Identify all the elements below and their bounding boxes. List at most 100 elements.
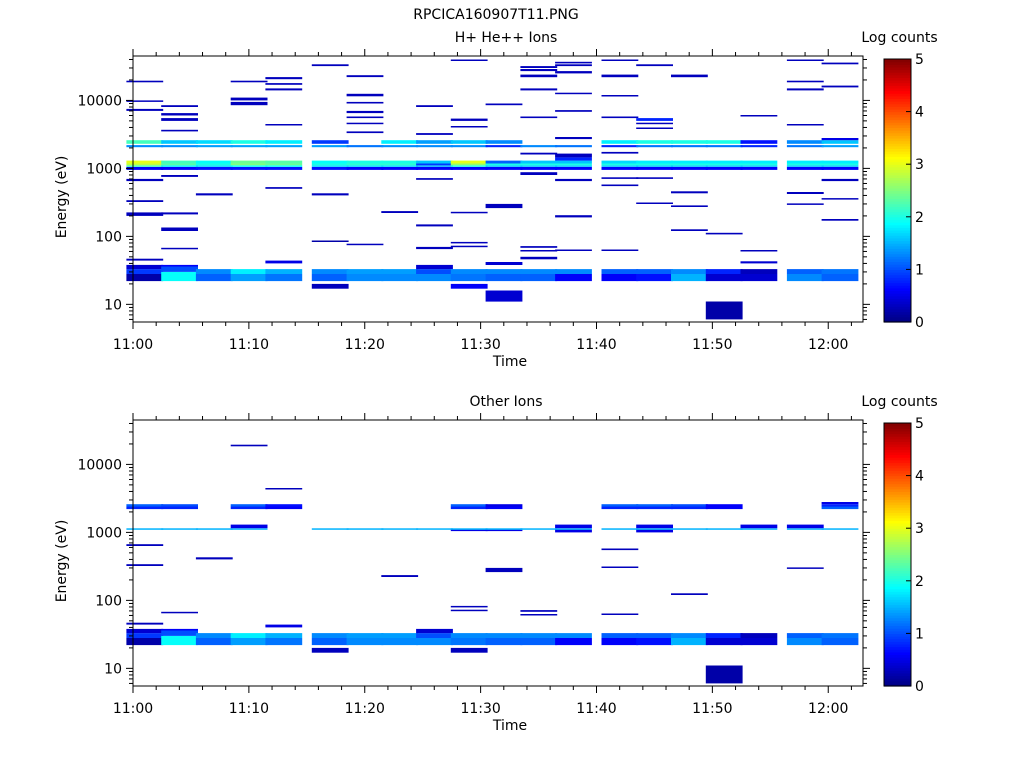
colorbar-segment <box>884 85 911 89</box>
heatmap-cell <box>636 274 673 282</box>
colorbar-segment <box>884 607 911 611</box>
heatmap-cell <box>126 622 164 625</box>
heatmap-cell <box>821 160 859 164</box>
heatmap-cell <box>601 145 639 148</box>
heatmap-cell <box>705 274 743 282</box>
heatmap-cell <box>311 274 349 282</box>
heatmap-cell <box>381 165 419 167</box>
heatmap-cell <box>821 85 859 88</box>
heatmap-cell <box>450 145 488 148</box>
colorbar-segment <box>884 549 911 553</box>
heatmap-cell <box>126 506 164 510</box>
heatmap-cell <box>601 504 639 507</box>
heatmap-cell <box>195 160 233 164</box>
colorbar-segment <box>884 274 911 278</box>
heatmap-cell <box>126 269 164 274</box>
colorbar-segment <box>884 182 911 186</box>
heatmap-cell <box>346 110 384 114</box>
heatmap-cell <box>485 506 523 510</box>
colorbar-segment <box>884 567 911 571</box>
heatmap-cell <box>230 633 268 638</box>
x-tick-label: 11:10 <box>229 337 269 353</box>
colorbar-segment <box>884 675 911 679</box>
colorbar-segment <box>884 438 911 443</box>
heatmap-cell <box>520 69 558 72</box>
colorbar-segment <box>884 465 911 469</box>
heatmap-cell <box>520 614 558 616</box>
heatmap-cell <box>265 633 303 638</box>
colorbar-segment <box>884 59 911 63</box>
colorbar-segment <box>884 119 911 123</box>
heatmap-cell <box>520 74 558 78</box>
heatmap-cell <box>195 163 233 166</box>
heatmap-cell <box>265 166 303 170</box>
heatmap-cell <box>126 80 164 83</box>
heatmap-cell <box>555 165 592 167</box>
heatmap-cell <box>520 165 558 167</box>
heatmap-cell <box>126 544 164 546</box>
colorbar-segment <box>884 93 911 97</box>
heatmap-cell <box>161 145 198 148</box>
heatmap-cell <box>705 163 743 166</box>
colorbar-segment <box>884 219 911 223</box>
heatmap-cell <box>450 605 488 608</box>
colorbar-segment <box>884 683 911 687</box>
heatmap-cell <box>450 163 488 166</box>
heatmap-cell <box>520 246 558 248</box>
x-tick-label: 11:20 <box>345 337 385 353</box>
colorbar-segment <box>884 87 911 92</box>
colorbar-segment <box>884 507 911 511</box>
heatmap-cell <box>311 193 349 196</box>
colorbar-segment <box>884 130 911 134</box>
colorbar-segment <box>884 137 911 142</box>
colorbar-segment <box>884 578 911 582</box>
heatmap-cell <box>195 193 233 196</box>
heatmap-cell <box>416 224 453 227</box>
colorbar-segment <box>884 169 911 173</box>
heatmap-cell <box>555 137 592 140</box>
heatmap-cell <box>161 165 198 167</box>
heatmap-cell <box>485 140 523 144</box>
heatmap-cell <box>786 567 824 569</box>
heatmap-cell <box>265 145 303 148</box>
heatmap-cell <box>601 274 639 282</box>
colorbar-segment <box>884 512 911 516</box>
heatmap-cell <box>821 165 859 167</box>
heatmap-cell <box>161 113 198 116</box>
other-ions-panel: Other Ions 11:00 11:10 11:20 11:30 11:40 11:50… <box>54 394 938 734</box>
heatmap-cell <box>786 145 824 148</box>
heatmap-cell <box>705 166 743 170</box>
colorbar-label: Log counts <box>861 30 937 46</box>
colorbar-segment <box>884 156 911 160</box>
heatmap-cell <box>195 269 233 274</box>
colorbar-segment <box>884 295 911 299</box>
heatmap-cell <box>740 528 778 530</box>
heatmap-cell <box>126 163 164 166</box>
heatmap-cell <box>230 444 268 447</box>
heatmap-cell <box>786 638 824 646</box>
heatmap-cell <box>786 192 824 194</box>
heatmap-cell <box>311 647 349 653</box>
colorbar-segment <box>884 98 911 102</box>
colorbar-segment <box>884 530 911 535</box>
heatmap-cell <box>126 100 164 102</box>
colorbar-tick-label: 4 <box>915 469 924 485</box>
heatmap-cell <box>450 274 488 282</box>
heatmap-cell <box>601 506 639 510</box>
heatmap-cell <box>346 160 384 164</box>
heatmap-cell <box>636 528 673 530</box>
heatmap-cell <box>381 528 419 530</box>
heatmap-cell <box>265 83 303 85</box>
heatmap-cell <box>786 528 824 530</box>
heatmap-cell <box>821 502 859 505</box>
colorbar-tick-label: 3 <box>915 157 924 173</box>
colorbar-segment <box>884 609 911 613</box>
colorbar-segment <box>884 232 911 236</box>
colorbar-segment <box>884 459 911 464</box>
colorbar-segment <box>884 108 911 113</box>
heatmap-cell <box>450 160 488 164</box>
heatmap-cell <box>636 177 673 179</box>
heatmap-cell <box>450 165 488 167</box>
colorbar-segment <box>884 82 911 86</box>
heatmap-cell <box>786 269 824 274</box>
